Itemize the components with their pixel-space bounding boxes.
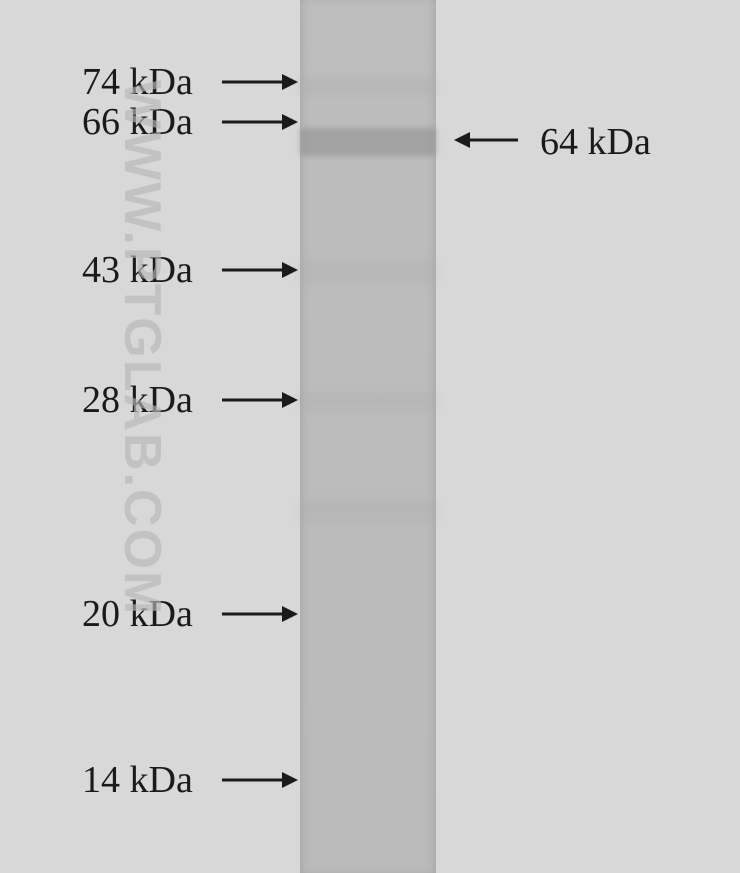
arrow-right-icon bbox=[222, 390, 298, 410]
molecular-weight-label: 14 kDa bbox=[82, 758, 193, 802]
arrow-right-icon bbox=[222, 604, 298, 624]
faint-band bbox=[300, 392, 436, 410]
molecular-weight-label: 66 kDa bbox=[82, 100, 193, 144]
arrow-right-icon bbox=[222, 260, 298, 280]
faint-band bbox=[300, 78, 436, 96]
protein-band bbox=[300, 128, 436, 156]
arrow-right-icon bbox=[222, 72, 298, 92]
gel-lane bbox=[300, 0, 436, 873]
molecular-weight-label: 20 kDa bbox=[82, 592, 193, 636]
faint-band bbox=[300, 262, 436, 282]
arrow-left-icon bbox=[454, 130, 518, 150]
arrow-right-icon bbox=[222, 112, 298, 132]
molecular-weight-label: 43 kDa bbox=[82, 248, 193, 292]
arrow-right-icon bbox=[222, 770, 298, 790]
detected-band-label: 64 kDa bbox=[540, 120, 651, 164]
molecular-weight-label: 28 kDa bbox=[82, 378, 193, 422]
molecular-weight-label: 74 kDa bbox=[82, 60, 193, 104]
faint-band bbox=[300, 500, 436, 522]
